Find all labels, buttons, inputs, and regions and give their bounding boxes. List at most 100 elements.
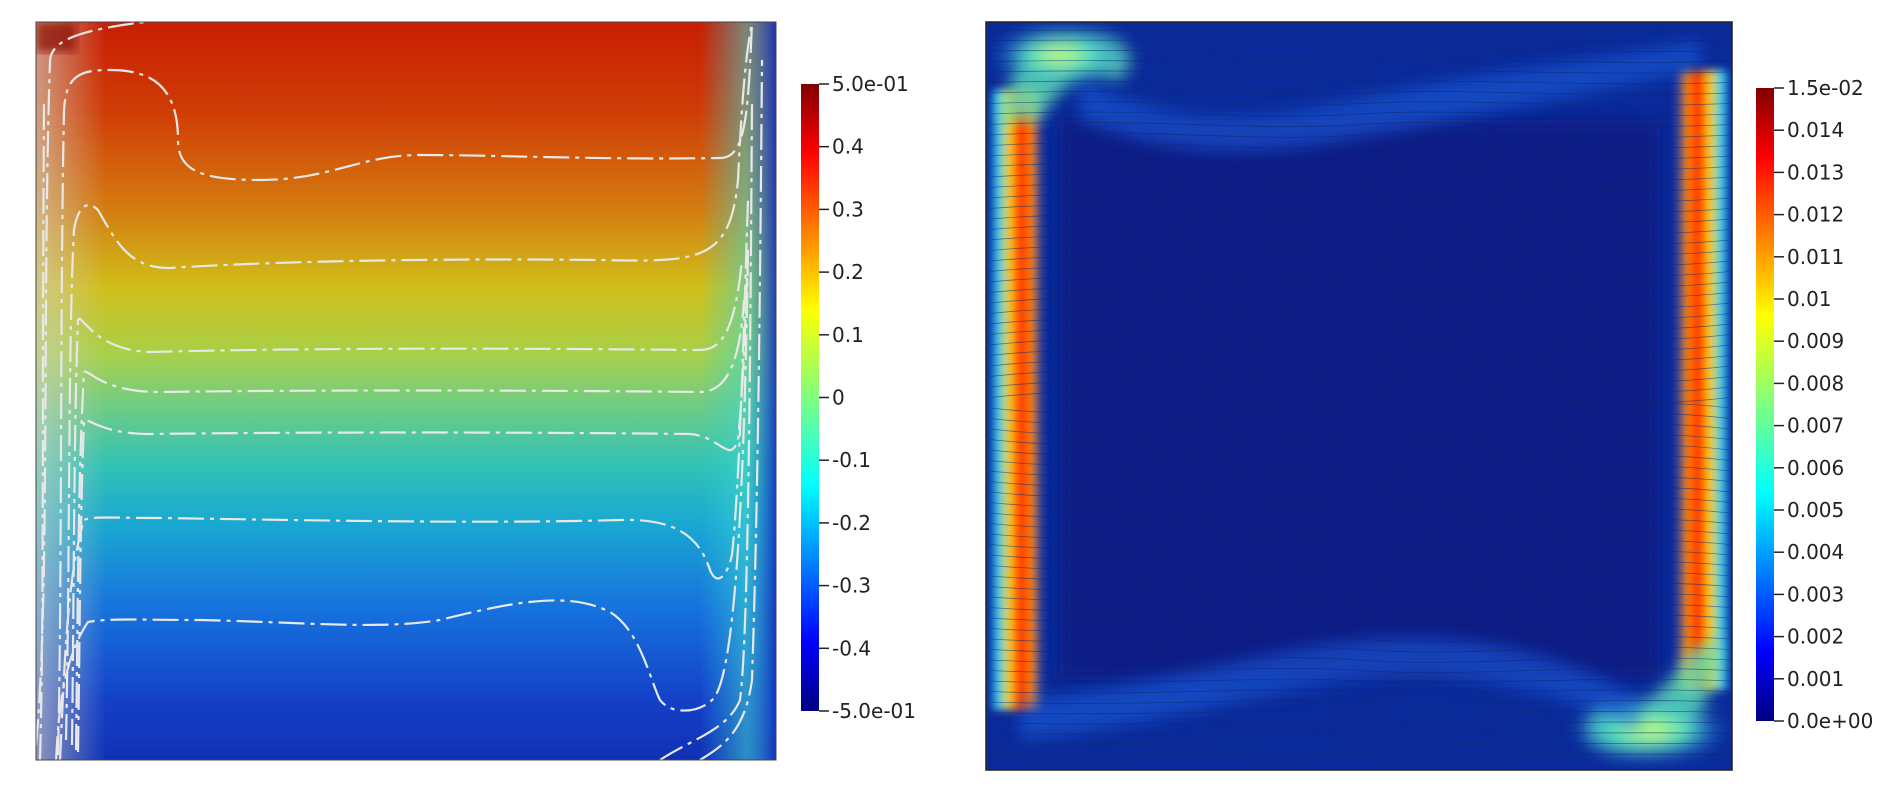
- right-colorbar-ramp: [1756, 88, 1774, 721]
- streamline: [989, 753, 1731, 756]
- colorbar-tick-label: 0.004: [1787, 540, 1844, 564]
- streamline: [989, 646, 1731, 653]
- streamline: [989, 539, 1731, 550]
- streamline: [989, 121, 1731, 128]
- streamline: [989, 70, 1731, 74]
- streamline: [989, 235, 1731, 245]
- colorbar-tick-label: -0.1: [832, 448, 871, 472]
- streamline: [989, 561, 1731, 570]
- left-wall-jet-band: [990, 90, 1046, 710]
- streamline: [989, 689, 1731, 694]
- streamline: [989, 381, 1731, 393]
- streamline: [989, 444, 1731, 456]
- colorbar-tick-label: 0.01: [1787, 287, 1832, 311]
- streamline: [989, 667, 1731, 674]
- streamline: [989, 370, 1731, 383]
- streamline: [989, 497, 1731, 508]
- streamline: [989, 287, 1731, 298]
- colorbar-tick-label: 0.002: [1787, 625, 1844, 649]
- streamline: [989, 465, 1731, 477]
- right-panel-frame: [985, 21, 1733, 771]
- lower-halo: [1020, 637, 1640, 740]
- streamline: [989, 625, 1731, 632]
- contour-line: [699, 59, 764, 760]
- streamline: [989, 39, 1731, 42]
- streamline: [989, 214, 1731, 224]
- streamline: [989, 80, 1731, 85]
- streamline: [989, 518, 1731, 529]
- streamline: [989, 657, 1731, 663]
- streamline: [989, 614, 1731, 622]
- streamline: [989, 732, 1731, 735]
- streamline: [989, 476, 1731, 487]
- streamline: [989, 721, 1731, 725]
- contour-line: [70, 259, 744, 746]
- streamline: [989, 60, 1731, 63]
- colorbar-tick-label: -0.2: [832, 511, 871, 535]
- right-field-panel: [986, 22, 1732, 770]
- upper-halo-band: [1080, 40, 1700, 152]
- colorbar-tick-label: 0.0e+00: [1787, 709, 1873, 733]
- right-colorbar: 1.5e-02 0.014 0.013 0.012 0.011 0.01 0.009 0.00…: [1756, 76, 1873, 733]
- streamline: [989, 603, 1731, 612]
- colorbar-tick-label: -0.4: [832, 636, 871, 660]
- upper-halo: [1080, 40, 1700, 152]
- streamline: [989, 508, 1731, 518]
- streamline: [989, 318, 1731, 330]
- colorbar-tick-label: 0: [832, 386, 845, 410]
- colorbar-tick-label: 0.012: [1787, 203, 1844, 227]
- colorbar-tick-label: 0.008: [1787, 371, 1844, 395]
- streamline: [989, 152, 1731, 160]
- contour-line: [38, 99, 46, 760]
- streamline: [989, 225, 1731, 234]
- colorbar-tick-label: 0.001: [1787, 667, 1844, 691]
- left-colorbar: 5.0e-01 0.4 0.3 0.2 0.1 0 -0.1 -0.2 -0.3 -0.4 -5.0…: [801, 72, 916, 723]
- colorbar-tick-label: 5.0e-01: [832, 72, 909, 96]
- streamline: [989, 204, 1731, 213]
- streamline: [989, 194, 1731, 202]
- top-left-swirl-glow: [990, 25, 1130, 85]
- streamline: [989, 266, 1731, 277]
- right-wall-jet-band: [1672, 70, 1730, 690]
- contour-line: [58, 199, 750, 760]
- streamline: [989, 700, 1731, 704]
- streamline: [989, 173, 1731, 181]
- streamline: [989, 529, 1731, 539]
- streamline: [989, 276, 1731, 288]
- streamline: [989, 339, 1731, 351]
- streamline: [989, 571, 1731, 581]
- left-panel-frame: [35, 21, 777, 761]
- top-left-dark-corner: [36, 22, 76, 52]
- streamline: [989, 455, 1731, 466]
- left-field-panel: [36, 22, 776, 760]
- streamline: [989, 111, 1731, 117]
- streamline: [989, 360, 1731, 372]
- streamline: [989, 256, 1731, 266]
- colorbar-tick-label: 0.003: [1787, 582, 1844, 606]
- streamline: [989, 710, 1731, 715]
- colorbar-tick-label: 1.5e-02: [1787, 76, 1864, 100]
- contour-line: [56, 22, 754, 756]
- streamline: [989, 593, 1731, 601]
- streamline: [989, 183, 1731, 192]
- streamline: [989, 550, 1731, 560]
- right-colorbar-ticks: 1.5e-02 0.014 0.013 0.012 0.011 0.01 0.009 0.00…: [1774, 76, 1873, 733]
- streamline: [989, 91, 1731, 95]
- streamline: [989, 49, 1731, 53]
- contour-line: [74, 299, 746, 751]
- streamline: [989, 163, 1731, 170]
- colorbar-tick-label: 0.4: [832, 135, 864, 159]
- contour-line: [64, 22, 754, 741]
- colorbar-tick-label: -0.3: [832, 574, 871, 598]
- streamline: [989, 434, 1731, 445]
- left-colorbar-ramp: [801, 84, 819, 711]
- streamline: [989, 635, 1731, 643]
- colorbar-tick-label: 0.007: [1787, 414, 1844, 438]
- colorbar-tick-label: 0.1: [832, 323, 864, 347]
- colorbar-tick-label: 0.005: [1787, 498, 1844, 522]
- left-colorbar-ticks: 5.0e-01 0.4 0.3 0.2 0.1 0 -0.1 -0.2 -0.3 -0.4 -5.0…: [819, 72, 916, 723]
- streamline: [989, 308, 1731, 319]
- streamline: [989, 412, 1731, 425]
- colorbar-tick-label: 0.014: [1787, 118, 1844, 142]
